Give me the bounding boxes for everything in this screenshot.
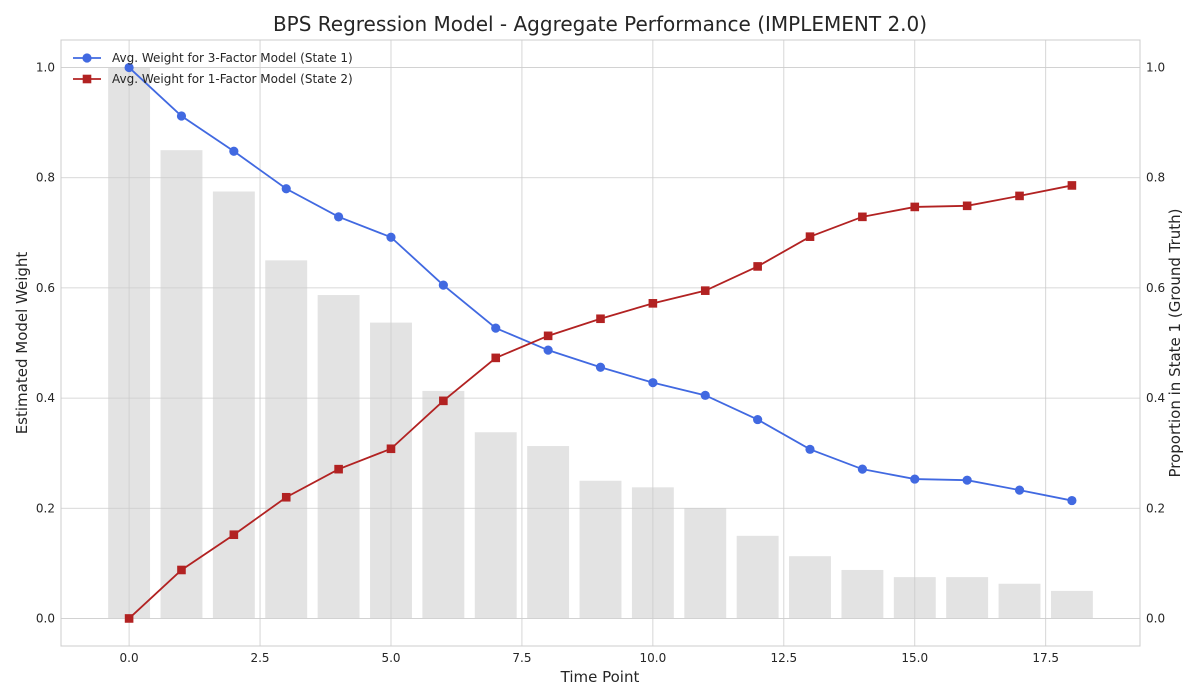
legend-label-1: Avg. Weight for 3-Factor Model (State 1) — [112, 51, 353, 65]
bar — [474, 432, 517, 619]
x-tick-label: 2.5 — [250, 651, 269, 665]
x-tick-label: 17.5 — [1032, 651, 1059, 665]
y-right-tick-label: 0.4 — [1146, 391, 1165, 405]
legend-marker-1 — [82, 53, 92, 63]
bar — [789, 556, 831, 619]
bar — [946, 577, 989, 619]
legend-marker-2 — [82, 74, 92, 84]
series-2-point — [805, 232, 815, 241]
y-right-tick-label: 0.0 — [1146, 611, 1165, 625]
y-tick-label: 0.4 — [36, 391, 55, 405]
chart-title: BPS Regression Model - Aggregate Perform… — [273, 12, 927, 36]
y-right-tick-label: 0.2 — [1146, 501, 1165, 515]
bar — [579, 480, 622, 619]
y-right-tick-label: 0.6 — [1146, 281, 1165, 295]
x-tick-label: 0.0 — [120, 651, 139, 665]
series-2-point — [334, 464, 343, 474]
series-1-point — [648, 378, 658, 388]
bar — [736, 535, 779, 619]
bar — [841, 569, 884, 619]
series-2-point — [281, 492, 291, 502]
series-1-point — [386, 232, 396, 242]
legend: Avg. Weight for 3-Factor Model (State 1)… — [73, 51, 353, 86]
y-right-tick-label: 0.8 — [1146, 171, 1165, 185]
series-1-point — [124, 62, 134, 73]
series-1-point — [595, 362, 606, 372]
series-2-point — [1015, 191, 1024, 201]
bar — [422, 390, 465, 619]
x-tick-label: 5.0 — [381, 651, 400, 665]
series-2-point — [962, 201, 972, 211]
series-1-point — [229, 146, 239, 156]
plot-frame — [60, 39, 1141, 647]
series-1-point — [805, 444, 815, 454]
series-1-point — [753, 414, 763, 425]
series-1-point — [176, 111, 187, 121]
bar — [998, 583, 1041, 619]
y-tick-label: 0.0 — [36, 611, 55, 625]
series-2-point — [439, 396, 448, 406]
bar — [160, 150, 203, 619]
bar — [265, 260, 308, 619]
series-2-point — [596, 314, 605, 324]
y-axis-title: Estimated Model Weight — [13, 252, 31, 435]
series-2-point — [910, 202, 920, 212]
series-1-point — [1067, 495, 1077, 506]
series-2-point — [648, 299, 658, 308]
bars-layer — [108, 67, 1093, 619]
bar — [1050, 590, 1093, 619]
lines-layer — [124, 62, 1077, 623]
series-1-point — [700, 390, 710, 400]
series-1-point — [281, 184, 291, 194]
series-1-point — [1014, 485, 1025, 495]
series-1-point — [438, 280, 448, 290]
series-1-point — [543, 345, 553, 355]
x-tick-label: 12.5 — [770, 651, 797, 665]
x-axis-title: Time Point — [560, 668, 640, 686]
series-2-point — [177, 565, 186, 575]
grid-layer — [61, 40, 1140, 646]
series-2-point — [491, 353, 501, 363]
series-2-point — [1067, 181, 1077, 190]
series-2-point — [386, 444, 396, 454]
bar — [212, 191, 255, 619]
series-2-point — [858, 212, 867, 222]
bar — [527, 446, 570, 619]
series-2-point — [753, 262, 762, 271]
y-tick-label: 0.2 — [36, 501, 55, 515]
y-tick-label: 1.0 — [36, 61, 55, 75]
series-2-point — [700, 286, 710, 295]
series-2-point — [543, 331, 553, 341]
series-2-point — [124, 614, 134, 623]
y-tick-label: 0.8 — [36, 171, 55, 185]
axes-layer: 0.0 2.5 5.0 7.5 10.0 12.5 15.0 17.5 0.0 0.2 0.4 0.6… — [36, 39, 1165, 665]
series-1-point — [334, 212, 344, 222]
bar — [684, 508, 727, 619]
bar — [317, 295, 360, 619]
series-1-point — [857, 464, 867, 474]
y-right-tick-label: 1.0 — [1146, 61, 1165, 75]
y-axis-right-title: Proportion in State 1 (Ground Truth) — [1166, 208, 1184, 477]
series-1-point — [491, 323, 501, 333]
series-1-point — [962, 475, 972, 485]
legend-label-2: Avg. Weight for 1-Factor Model (State 2) — [112, 72, 353, 86]
x-tick-label: 15.0 — [901, 651, 928, 665]
series-1-point — [910, 474, 920, 484]
y-tick-label: 0.6 — [36, 281, 55, 295]
x-tick-label: 7.5 — [512, 651, 531, 665]
series-2-point — [229, 530, 239, 540]
x-tick-label: 10.0 — [640, 651, 667, 665]
